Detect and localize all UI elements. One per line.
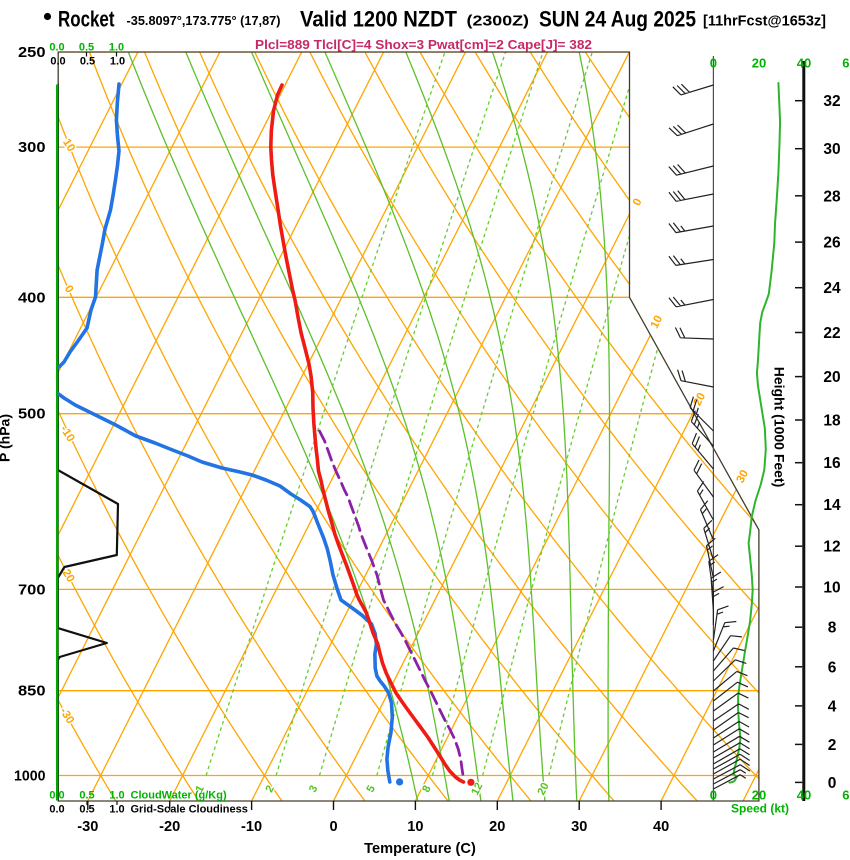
svg-text:Height (1000 Feet): Height (1000 Feet) bbox=[772, 367, 788, 488]
svg-text:SUN 24 Aug 2025: SUN 24 Aug 2025 bbox=[539, 7, 696, 32]
svg-text:0.5: 0.5 bbox=[79, 42, 94, 54]
svg-text:0.0: 0.0 bbox=[49, 790, 64, 802]
svg-text:20: 20 bbox=[752, 788, 766, 803]
svg-text:Temperature (C): Temperature (C) bbox=[364, 841, 476, 857]
svg-text:Valid 1200 NZDT: Valid 1200 NZDT bbox=[300, 7, 458, 32]
svg-text:10: 10 bbox=[823, 580, 840, 597]
svg-text:14: 14 bbox=[823, 497, 841, 514]
svg-text:-35.8097°,173.775° (17,87): -35.8097°,173.775° (17,87) bbox=[127, 14, 281, 28]
svg-text:-20: -20 bbox=[159, 819, 180, 835]
svg-text:1000: 1000 bbox=[14, 769, 46, 785]
svg-text:0: 0 bbox=[828, 775, 837, 792]
svg-text:CloudWater (g/Kg): CloudWater (g/Kg) bbox=[131, 790, 227, 802]
svg-text:20: 20 bbox=[823, 369, 840, 386]
svg-text:28: 28 bbox=[823, 188, 841, 205]
svg-text:0.0: 0.0 bbox=[49, 804, 64, 816]
svg-text:10: 10 bbox=[407, 819, 423, 835]
svg-text:0: 0 bbox=[710, 788, 717, 803]
svg-text:0.5: 0.5 bbox=[79, 790, 94, 802]
svg-text:1.0: 1.0 bbox=[109, 42, 124, 54]
svg-text:Plcl=889 Tlcl[C]=4 Shox=3 Pwat: Plcl=889 Tlcl[C]=4 Shox=3 Pwat[cm]=2 Cap… bbox=[255, 38, 592, 52]
svg-text:12: 12 bbox=[823, 539, 840, 556]
svg-text:0: 0 bbox=[329, 819, 337, 835]
svg-text:0: 0 bbox=[710, 56, 717, 71]
svg-text:500: 500 bbox=[18, 407, 46, 423]
svg-text:20: 20 bbox=[489, 819, 505, 835]
svg-text:16: 16 bbox=[823, 455, 841, 472]
svg-text:60: 60 bbox=[842, 56, 850, 71]
svg-text:18: 18 bbox=[823, 413, 841, 430]
svg-text:1.0: 1.0 bbox=[109, 790, 124, 802]
svg-text:40: 40 bbox=[797, 56, 811, 71]
svg-text:850: 850 bbox=[18, 684, 46, 700]
svg-text:400: 400 bbox=[18, 290, 46, 306]
svg-text:0.5: 0.5 bbox=[80, 56, 95, 68]
svg-text:-30: -30 bbox=[77, 819, 98, 835]
svg-text:30: 30 bbox=[571, 819, 587, 835]
svg-text:0.5: 0.5 bbox=[79, 804, 94, 816]
svg-text:[11hrFcst@1653z]: [11hrFcst@1653z] bbox=[703, 14, 826, 30]
svg-text:26: 26 bbox=[823, 235, 841, 252]
svg-text:60: 60 bbox=[842, 788, 850, 803]
svg-text:2: 2 bbox=[828, 737, 837, 754]
svg-text:-10: -10 bbox=[241, 819, 262, 835]
svg-text:20: 20 bbox=[752, 56, 766, 71]
svg-text:Grid-Scale Cloudiness: Grid-Scale Cloudiness bbox=[131, 804, 248, 816]
svg-text:(2300Z): (2300Z) bbox=[467, 14, 530, 30]
svg-text:22: 22 bbox=[823, 325, 840, 342]
svg-text:1.0: 1.0 bbox=[110, 56, 125, 68]
svg-text:0.0: 0.0 bbox=[49, 42, 64, 54]
svg-text:8: 8 bbox=[828, 620, 837, 637]
svg-text:40: 40 bbox=[797, 788, 811, 803]
svg-text:0.0: 0.0 bbox=[50, 56, 65, 68]
svg-text:40: 40 bbox=[653, 819, 669, 835]
svg-text:P (hPa): P (hPa) bbox=[0, 414, 13, 462]
svg-text:6: 6 bbox=[828, 659, 837, 676]
svg-text:30: 30 bbox=[823, 141, 840, 158]
svg-text:32: 32 bbox=[823, 93, 840, 110]
svg-text:300: 300 bbox=[18, 140, 46, 156]
svg-text:24: 24 bbox=[823, 280, 841, 297]
svg-text:4: 4 bbox=[828, 698, 837, 715]
svg-text:250: 250 bbox=[18, 45, 46, 61]
svg-text:700: 700 bbox=[18, 582, 46, 598]
svg-text:Rocket: Rocket bbox=[58, 7, 115, 32]
svg-text:Speed (kt): Speed (kt) bbox=[731, 802, 789, 816]
svg-text:1.0: 1.0 bbox=[109, 804, 124, 816]
